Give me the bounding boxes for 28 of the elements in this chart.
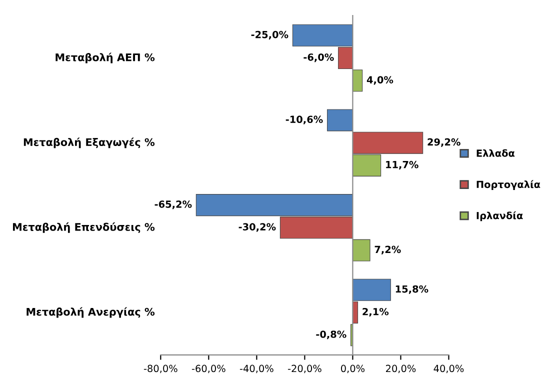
x-tick-label: 40,0% [434, 364, 464, 374]
bar [326, 109, 353, 132]
data-label: 15,8% [396, 285, 428, 294]
data-label: -65,2% [154, 200, 192, 210]
data-label: -10,6% [286, 116, 323, 124]
y-tick-label: Μεταβολή Επενδύσεις % [12, 222, 155, 233]
data-label: 29,2% [428, 138, 460, 147]
data-label: -25,0% [251, 30, 288, 40]
x-tick-label: -20,0% [288, 364, 322, 374]
x-tick-label: 20,0% [386, 364, 416, 374]
y-tick-label: Μεταβολή Ανεργίας % [26, 307, 155, 318]
legend-label: Ελλαδα [476, 149, 514, 157]
x-tick-label: -80,0% [144, 364, 178, 374]
data-label: 11,7% [386, 160, 418, 170]
y-tick-label: Μεταβολή Εξαγωγές % [24, 138, 155, 148]
data-label: 7,2% [374, 246, 401, 254]
data-label: -6,0% [304, 53, 334, 62]
data-label: 4,0% [366, 76, 394, 85]
x-tick-label: -40,0% [240, 364, 274, 374]
data-label: 2,1% [362, 308, 389, 317]
legend-label: Ιρλανδία [476, 211, 523, 222]
y-tick-label: Μεταβολή ΑΕΠ % [56, 52, 155, 64]
x-tick-label: 0,0% [341, 364, 365, 374]
bar [352, 239, 370, 262]
data-label: -30,2% [238, 223, 276, 232]
legend-label: Πορτογαλία [476, 180, 540, 190]
x-tick-label: -60,0% [192, 364, 226, 374]
data-label: -0,8% [316, 330, 346, 340]
